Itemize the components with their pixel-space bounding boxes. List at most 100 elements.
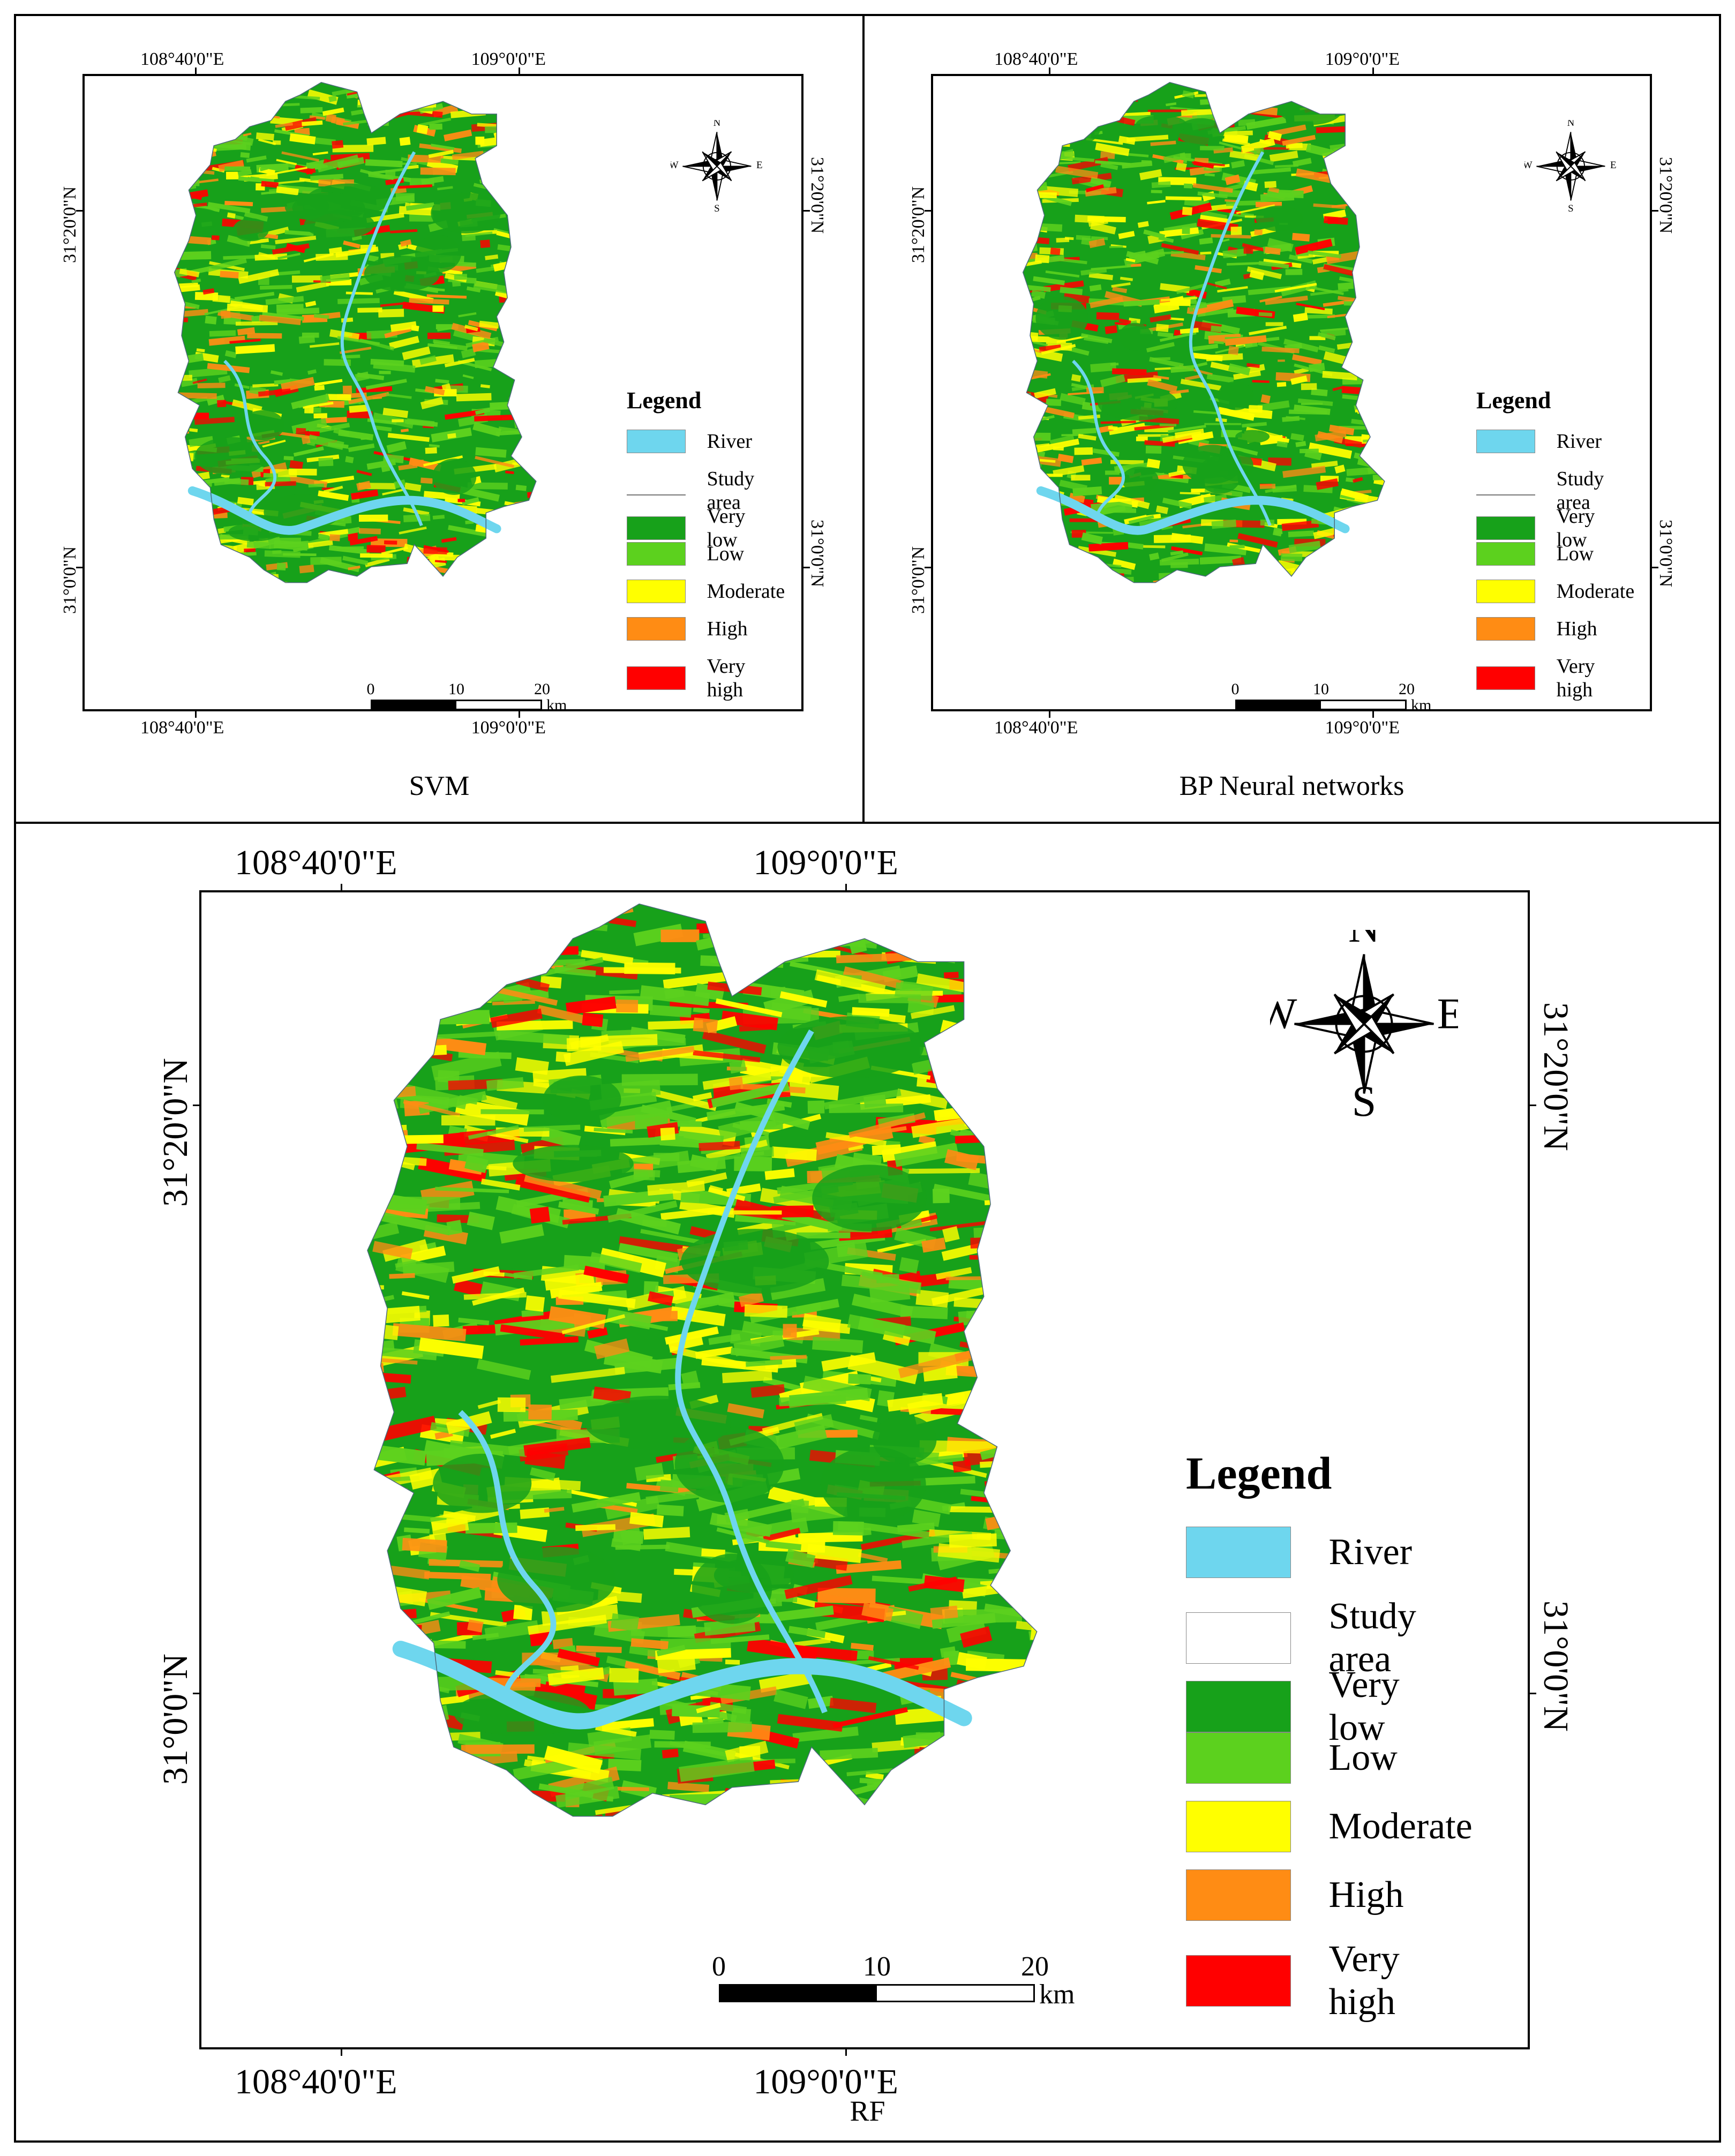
class-moderate-patch <box>519 286 536 301</box>
class-low-patch <box>945 929 1005 938</box>
class-low-patch <box>367 418 397 425</box>
class-low-patch <box>1391 573 1402 576</box>
class-low-patch <box>1080 333 1113 343</box>
class-moderate-patch <box>894 945 953 954</box>
class-moderate-patch <box>1043 1675 1118 1703</box>
class-moderate-patch <box>1270 575 1283 579</box>
class-moderate-patch <box>703 1822 751 1839</box>
class-low-patch <box>205 315 217 325</box>
class-high-patch <box>1169 389 1189 395</box>
class-moderate-patch <box>984 1197 1037 1206</box>
class-moderate-patch <box>1368 109 1385 117</box>
class-low-patch <box>1197 191 1228 199</box>
class-low-patch <box>1379 96 1385 101</box>
class-low-patch <box>1064 594 1093 603</box>
class-low-patch <box>419 355 437 365</box>
class-high-patch <box>392 918 448 930</box>
class-moderate-patch <box>357 307 382 313</box>
class-moderate-patch <box>693 1836 771 1858</box>
class-low-patch <box>365 379 407 390</box>
class-low-patch <box>1276 441 1288 448</box>
compass-w-label: W <box>1524 160 1533 171</box>
class-low-patch <box>333 427 350 437</box>
class-low-patch <box>462 374 474 379</box>
class-moderate-patch <box>701 1548 725 1558</box>
class-moderate-patch <box>1088 272 1114 281</box>
class-very-low-patch <box>292 192 365 223</box>
class-low-patch <box>234 291 275 301</box>
class-low-patch <box>291 394 330 410</box>
class-high-patch <box>918 1793 949 1798</box>
class-moderate-patch <box>217 550 247 564</box>
class-very-high-patch <box>490 1008 543 1028</box>
class-moderate-patch <box>174 520 200 534</box>
class-low-patch <box>193 569 229 583</box>
class-high-patch <box>224 564 252 568</box>
class-very-high-patch <box>1069 518 1100 522</box>
class-low-patch <box>606 1308 652 1329</box>
class-low-patch <box>531 94 536 103</box>
class-high-patch <box>529 565 536 568</box>
class-moderate-patch <box>480 384 490 388</box>
legend-title: Legend <box>1476 387 1551 414</box>
class-low-patch <box>1192 114 1218 119</box>
class-high-patch <box>494 577 505 583</box>
class-very-high-patch <box>182 574 216 583</box>
class-very-low-patch <box>431 192 501 234</box>
class-moderate-patch <box>1024 474 1063 477</box>
class-high-patch <box>1278 359 1285 362</box>
class-moderate-patch <box>1229 150 1260 161</box>
class-very-high-patch <box>1242 243 1267 252</box>
class-very-high-patch <box>927 1815 947 1816</box>
class-moderate-patch <box>370 1135 444 1145</box>
class-low-patch <box>990 918 1023 928</box>
class-high-patch <box>369 1620 441 1644</box>
class-low-patch <box>899 1836 939 1854</box>
class-moderate-patch <box>872 1144 902 1155</box>
class-high-patch <box>1011 994 1037 1020</box>
class-low-patch <box>708 1333 741 1345</box>
class-moderate-patch <box>1361 403 1385 415</box>
class-high-patch <box>174 108 196 122</box>
class-very-high-patch <box>536 364 560 376</box>
class-very-high-patch <box>407 557 430 567</box>
class-moderate-patch <box>1357 100 1371 108</box>
class-moderate-patch <box>512 557 531 565</box>
class-low-patch <box>1011 1520 1037 1543</box>
class-low-patch <box>1238 119 1256 126</box>
class-high-patch <box>1339 534 1377 546</box>
class-high-patch <box>208 335 245 346</box>
class-moderate-patch <box>547 1667 605 1686</box>
class-moderate-patch <box>1095 142 1130 156</box>
class-moderate-patch <box>949 1533 997 1548</box>
class-moderate-patch <box>520 1507 550 1519</box>
class-moderate-patch <box>369 1819 415 1842</box>
class-low-patch <box>425 1010 490 1025</box>
class-low-patch <box>546 352 574 358</box>
class-low-patch <box>1217 117 1233 123</box>
class-low-patch <box>436 920 470 928</box>
legend-label: Study area <box>707 468 755 514</box>
class-moderate-patch <box>1265 322 1283 326</box>
class-low-patch <box>794 1414 834 1436</box>
class-moderate-patch <box>1228 92 1238 99</box>
class-moderate-patch <box>624 962 675 975</box>
class-very-high-patch <box>943 972 959 979</box>
class-moderate-patch <box>465 89 479 99</box>
class-moderate-patch <box>1147 200 1166 205</box>
class-low-patch <box>1285 269 1303 275</box>
class-very-high-patch <box>423 546 447 555</box>
legend-label: High <box>707 618 748 640</box>
class-low-patch <box>497 244 510 252</box>
class-moderate-patch <box>1376 292 1385 302</box>
class-low-patch <box>179 251 212 260</box>
class-moderate-patch <box>807 1544 862 1563</box>
class-low-patch <box>467 482 508 490</box>
class-low-patch <box>404 419 438 427</box>
class-high-patch <box>1225 174 1241 185</box>
class-very-high-patch <box>515 162 525 167</box>
class-very-high-patch <box>545 469 558 475</box>
class-high-patch <box>1245 569 1284 580</box>
class-very-high-patch <box>969 1255 1037 1260</box>
